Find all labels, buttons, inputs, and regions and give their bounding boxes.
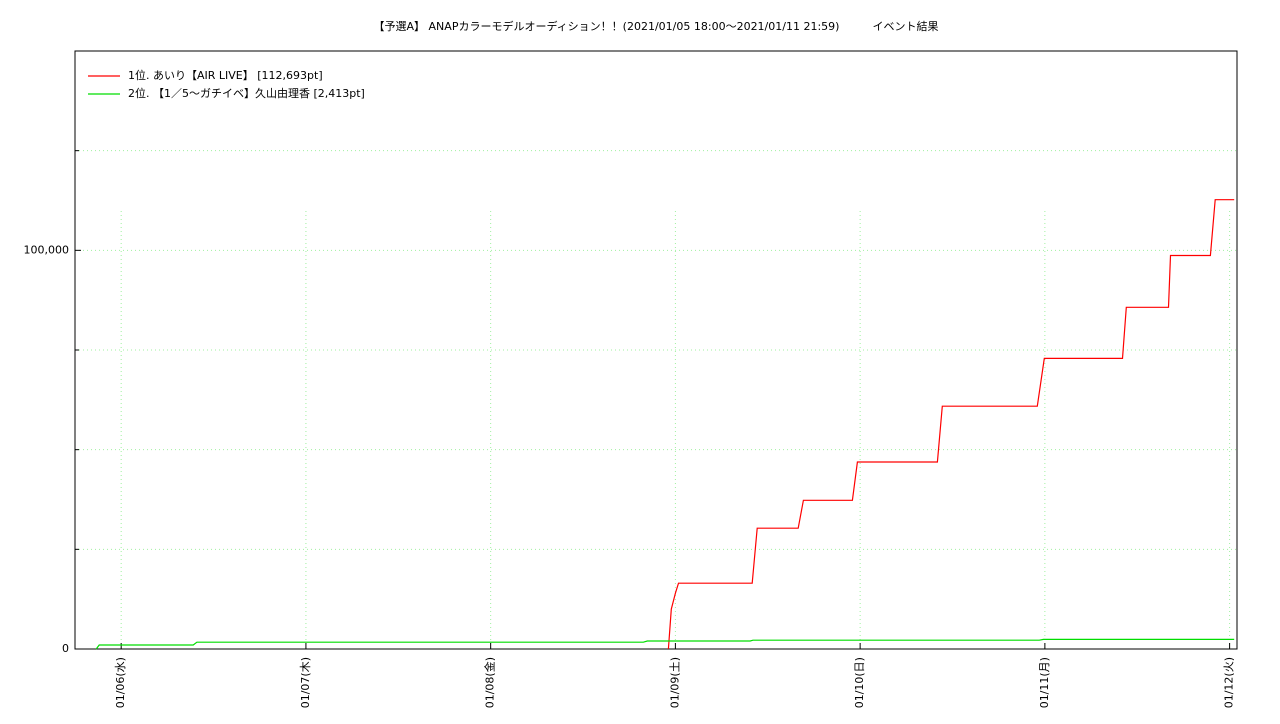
legend-label: 1位. あいり【AIR LIVE】 [112,693pt] <box>128 68 323 82</box>
series-line <box>95 638 1235 650</box>
legend-label: 2位. 【1／5〜ガチイベ】久山由理香 [2,413pt] <box>128 86 365 100</box>
x-tick-label: 01/08(金) <box>483 657 497 708</box>
x-tick-label: 01/09(土) <box>668 657 681 708</box>
x-tick-label: 01/12(火) <box>1223 657 1236 708</box>
x-tick-label: 01/06(水) <box>114 657 127 708</box>
chart-title: 【予選A】 ANAPカラーモデルオーディション！！(2021/01/05 18:… <box>374 19 939 33</box>
x-tick-label: 01/07(木) <box>299 657 312 708</box>
plot-border <box>74 50 1238 650</box>
x-tick-label: 01/10(日) <box>853 657 866 708</box>
y-tick-label: 0 <box>62 642 69 655</box>
y-tick-label: 100,000 <box>24 243 70 256</box>
x-tick-label: 01/11(月) <box>1038 657 1051 708</box>
series-line <box>667 199 1235 650</box>
